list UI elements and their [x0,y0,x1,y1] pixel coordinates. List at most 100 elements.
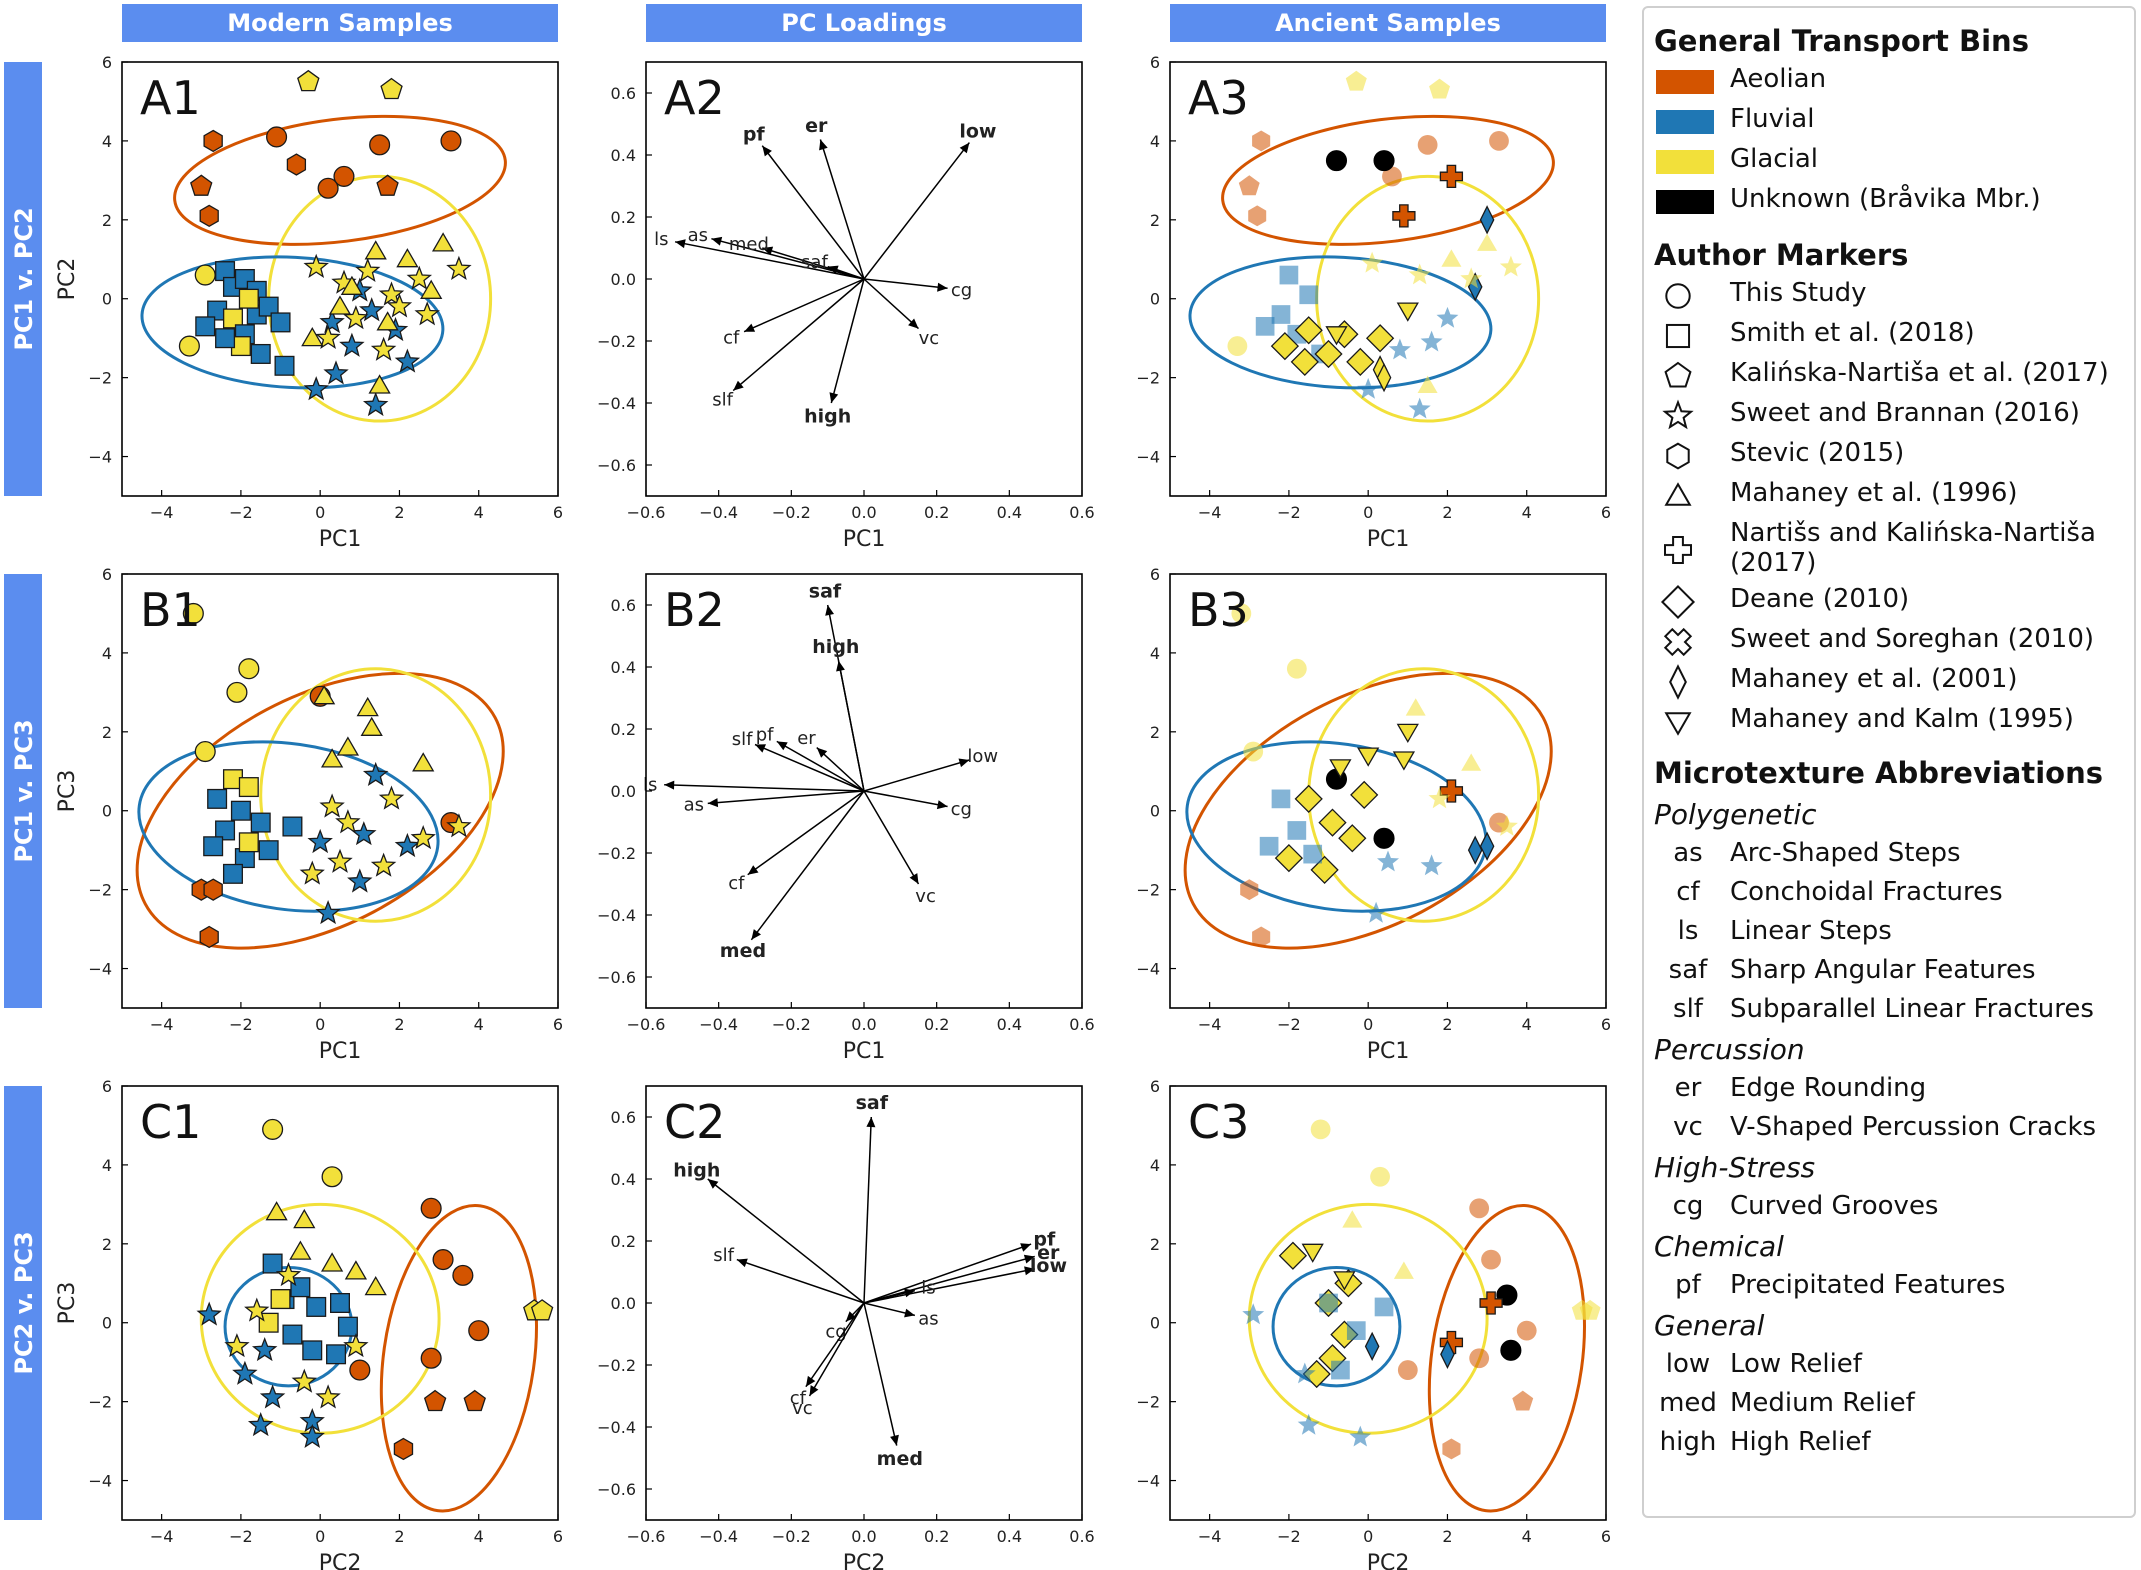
data-point-star [319,793,345,818]
x-tick-label: 6 [553,1527,563,1546]
x-tick-label: 0 [1363,1015,1373,1034]
data-point-square [250,343,271,364]
x-tick-label: −0.2 [772,1527,811,1546]
plot-frame [121,1085,559,1521]
x-tick-label: 6 [553,503,563,522]
loading-label: med [729,234,769,255]
loading-arrow-ls [664,784,865,792]
x-tick-label: −0.4 [699,1527,738,1546]
loading-arrow-slf [754,743,865,792]
data-point-star [224,1333,250,1358]
author-label: Nartišs and Kalińska-Nartiša (2017) [1730,518,2096,578]
data-point-star [299,860,325,885]
microtexture-label: Edge Rounding [1730,1073,1927,1103]
x-tick-label: 0.0 [851,1015,876,1034]
column-header: Modern Samples [227,9,453,37]
data-point-star [315,1384,341,1409]
y-tick-label: 6 [1150,53,1160,72]
data-point-circle [194,740,216,763]
x-tick-label: 0.6 [1069,1015,1094,1034]
data-point-star [355,257,381,282]
data-point-pentagon [1512,1390,1534,1411]
microtexture-group-label: Chemical [1654,1230,1784,1263]
panel-id-label: A1 [140,71,201,125]
data-point-square [1331,1360,1350,1380]
arrow-head [711,236,723,246]
y-tick-label: −0.6 [597,1480,636,1499]
data-point-star [1460,267,1483,289]
data-point-star [335,809,361,834]
data-point-star [358,297,385,322]
microtexture-label: Low Relief [1730,1349,1862,1379]
data-point-star [259,1384,286,1409]
figure-legend: General Transport Bins Aeolian Fluvial Glac… [1642,6,2136,1518]
transport-bins-title: General Transport Bins [1654,24,2029,58]
loading-label: high [673,1159,720,1181]
y-tick-label: 0.6 [611,1108,636,1127]
y-tick-label: 2 [1150,723,1160,742]
x-tick-label: 0.0 [851,1527,876,1546]
data-point-pentagon [463,1389,486,1412]
data-point-hexagon [199,925,219,949]
panel-id-label: C1 [140,1095,201,1149]
data-point-hexagon [1248,205,1267,227]
data-point-triangle-down [1396,302,1419,322]
transport-bin-label: Glacial [1730,144,1818,174]
panel-B1: −4 −2 0 2 4 6 −4 −2 0 2 4 6 PC1 PC3 B1 [55,565,563,1064]
x-axis-label: PC1 [319,527,362,552]
loading-arrow-high [707,1178,865,1304]
y-tick-label: −0.4 [597,394,636,413]
data-point-triangle-up [1342,1210,1363,1228]
plus-marker [1664,536,1692,564]
loading-label: pf [756,724,774,745]
y-tick-label: 2 [1150,211,1160,230]
x-tick-label: −4 [150,1015,174,1034]
data-point-star [1349,1425,1372,1447]
x-tick-label: 2 [394,503,404,522]
row-header-bg [4,574,42,1008]
x-tick-label: 0 [315,503,325,522]
loading-arrow-vc [808,1302,865,1397]
data-point-circle [452,1264,474,1286]
data-point-pentagon [380,77,403,100]
color-swatch [1656,110,1714,134]
transport-bin-label: Unknown (Bråvika Mbr.) [1730,184,2041,214]
y-tick-label: 0 [1150,1314,1160,1333]
row-header-bg [4,1086,42,1520]
data-point-triangle-up [360,716,383,736]
data-point-square [1346,1321,1366,1340]
confidence-ellipse-aeolian [1221,114,1555,246]
microtexture-abbr: high [1659,1427,1717,1457]
data-point-triangle-up [412,752,435,772]
x-tick-label: 0.2 [924,1527,949,1546]
x-cross-icon [1663,627,1693,657]
author-marker-entry: Mahaney and Kalm (1995) [1644,704,2124,744]
author-label: Kalińska-Nartiša et al. (2017) [1730,358,2109,388]
arrow-head [936,800,948,810]
data-point-triangle-up [364,240,387,260]
loading-label: as [684,795,704,816]
data-point-triangle-down [1392,751,1416,771]
data-point-triangle-down [1329,759,1352,779]
microtexture-abbr: saf [1668,955,1708,985]
data-point-star [327,848,353,873]
loading-arrow-low [863,759,970,792]
data-point-square [238,832,259,853]
panel-C3: −4 −2 0 2 4 6 −4 −2 0 2 4 6 PC2 C3 [1136,1077,1611,1570]
y-tick-label: −2 [1136,881,1160,900]
data-point-circle [420,1347,442,1369]
data-point-star [1420,854,1443,876]
microtexture-group-label-text: Chemical [1654,1230,1784,1263]
y-tick-label: 4 [1150,644,1160,663]
data-point-square [230,800,251,821]
arrow-head [747,865,759,875]
data-point-diamond [1294,316,1323,345]
y-tick-label: 2 [102,1235,112,1254]
author-marker-entry: This Study [1644,278,2124,318]
loading-arrow-pf [761,145,865,280]
data-point-triangle-up [1461,753,1482,771]
data-point-star [1293,1362,1316,1384]
data-point-triangle-up [344,1260,368,1280]
